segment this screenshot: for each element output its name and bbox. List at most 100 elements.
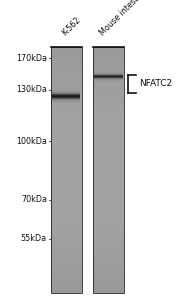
Bar bbox=[93, 222, 124, 224]
Bar bbox=[51, 241, 82, 242]
Bar bbox=[93, 283, 124, 284]
Bar bbox=[51, 238, 82, 240]
Bar bbox=[93, 257, 124, 258]
Bar bbox=[93, 179, 124, 181]
Bar bbox=[51, 81, 82, 82]
Bar bbox=[51, 152, 82, 154]
Bar bbox=[51, 90, 82, 91]
Bar bbox=[51, 118, 82, 119]
Bar bbox=[51, 117, 82, 118]
Bar bbox=[93, 272, 124, 273]
Bar bbox=[51, 248, 82, 250]
Bar bbox=[93, 214, 124, 215]
Bar bbox=[51, 221, 82, 222]
Bar bbox=[93, 251, 124, 252]
Bar bbox=[93, 256, 124, 257]
Bar bbox=[93, 104, 124, 106]
Bar bbox=[51, 49, 82, 50]
Bar bbox=[51, 289, 82, 290]
Bar bbox=[93, 81, 124, 82]
Bar bbox=[51, 254, 82, 256]
Bar bbox=[51, 61, 82, 62]
Bar bbox=[93, 46, 124, 292]
Bar bbox=[51, 240, 82, 241]
Bar bbox=[51, 273, 82, 274]
Bar bbox=[93, 188, 124, 189]
Bar bbox=[51, 244, 82, 246]
Bar bbox=[51, 235, 82, 236]
Bar bbox=[93, 118, 124, 119]
Bar bbox=[51, 50, 82, 51]
Bar bbox=[51, 281, 82, 283]
Bar bbox=[93, 204, 124, 205]
Bar bbox=[93, 227, 124, 229]
Bar bbox=[93, 64, 124, 65]
Bar bbox=[93, 107, 124, 108]
Bar bbox=[51, 166, 82, 167]
Bar bbox=[51, 98, 82, 99]
Bar bbox=[51, 65, 82, 66]
Bar bbox=[51, 135, 82, 136]
Bar bbox=[93, 91, 124, 92]
Bar bbox=[51, 277, 82, 278]
Bar bbox=[51, 51, 82, 53]
Bar bbox=[51, 112, 82, 113]
Bar bbox=[93, 93, 124, 94]
Bar bbox=[93, 167, 124, 168]
Bar bbox=[51, 232, 82, 233]
Bar bbox=[93, 96, 124, 97]
Bar bbox=[51, 137, 82, 139]
Bar bbox=[93, 243, 124, 244]
Bar bbox=[93, 176, 124, 177]
Bar bbox=[93, 51, 124, 53]
Bar bbox=[51, 258, 82, 259]
Bar bbox=[93, 275, 124, 277]
Bar bbox=[93, 119, 124, 120]
Bar bbox=[51, 256, 82, 257]
Bar bbox=[93, 183, 124, 184]
Bar bbox=[93, 76, 124, 77]
Bar bbox=[51, 183, 82, 184]
Bar bbox=[51, 103, 82, 104]
Bar bbox=[51, 187, 82, 188]
Bar bbox=[93, 157, 124, 158]
Bar bbox=[93, 250, 124, 251]
Bar bbox=[51, 205, 82, 206]
Bar bbox=[51, 96, 82, 97]
Bar bbox=[51, 80, 82, 81]
Bar bbox=[51, 130, 82, 131]
Bar bbox=[93, 248, 124, 250]
Bar bbox=[93, 187, 124, 188]
Bar bbox=[93, 156, 124, 157]
Bar bbox=[93, 125, 124, 127]
Bar bbox=[51, 194, 82, 195]
Bar bbox=[93, 135, 124, 136]
Bar bbox=[93, 210, 124, 211]
Bar bbox=[93, 85, 124, 86]
Bar bbox=[93, 181, 124, 182]
Bar bbox=[93, 202, 124, 203]
Bar bbox=[93, 280, 124, 281]
Bar bbox=[51, 108, 82, 109]
Bar bbox=[51, 77, 82, 79]
Bar bbox=[51, 270, 82, 272]
Bar bbox=[93, 196, 124, 198]
Bar bbox=[51, 125, 82, 127]
Bar bbox=[93, 98, 124, 99]
Bar bbox=[93, 274, 124, 275]
Bar bbox=[51, 242, 82, 243]
Bar bbox=[93, 270, 124, 272]
Bar bbox=[51, 87, 82, 88]
Bar bbox=[51, 139, 82, 140]
Text: K-562: K-562 bbox=[60, 15, 82, 38]
Bar bbox=[51, 79, 82, 80]
Bar bbox=[51, 267, 82, 268]
Bar bbox=[51, 114, 82, 116]
Bar bbox=[93, 178, 124, 179]
Bar bbox=[93, 200, 124, 202]
Bar bbox=[93, 290, 124, 291]
Bar bbox=[51, 285, 82, 286]
Bar bbox=[51, 157, 82, 158]
Bar bbox=[93, 237, 124, 238]
Bar bbox=[51, 206, 82, 208]
